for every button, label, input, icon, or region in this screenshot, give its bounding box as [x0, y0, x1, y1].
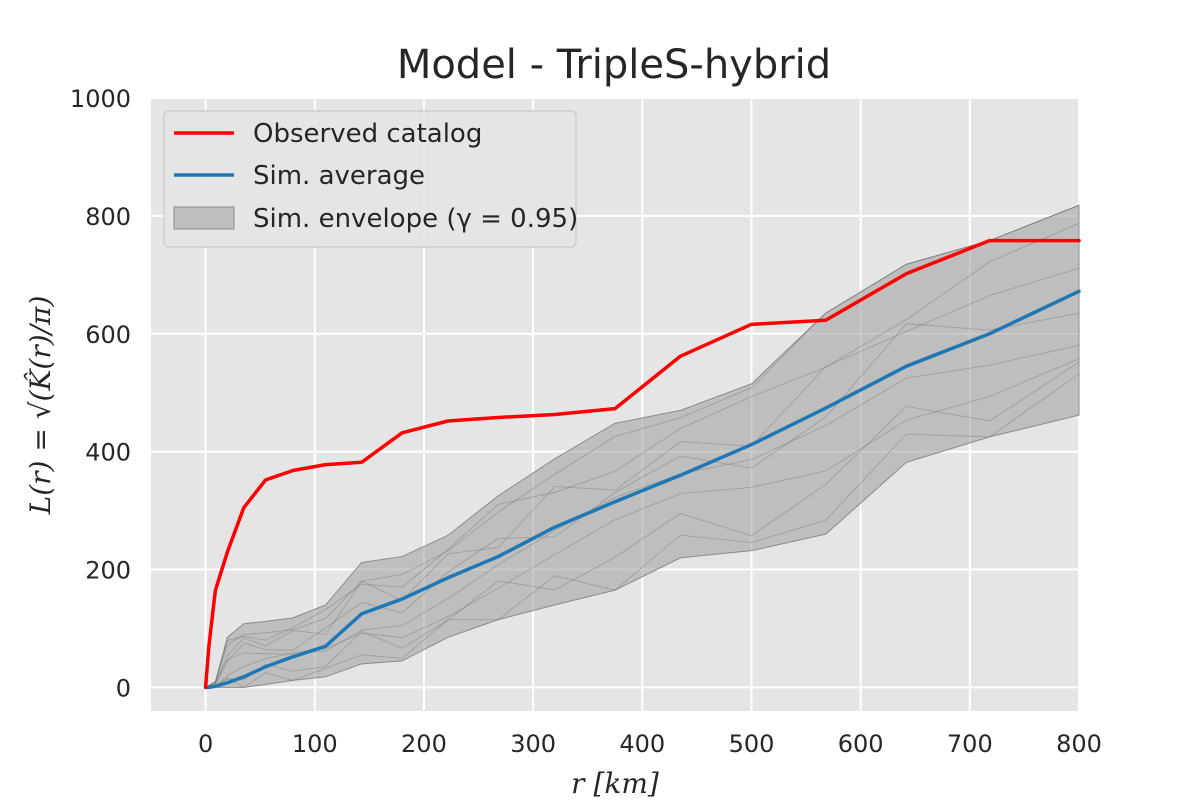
simulation-envelope — [203, 204, 1080, 688]
simulation-traces — [205, 204, 1080, 688]
y-tick-label: 1000 — [70, 85, 131, 113]
legend-box — [163, 110, 577, 248]
y-axis-label: L(r) = √(K̂(r)/π) — [24, 296, 57, 516]
x-tick-label: 500 — [729, 730, 775, 758]
y-tick-label: 400 — [85, 439, 131, 467]
legend-label-sim-average: Sim. average — [253, 161, 425, 191]
simulation-trace — [205, 373, 1080, 688]
y-tick-label: 600 — [85, 321, 131, 349]
legend-label-observed: Observed catalog — [253, 119, 482, 149]
series — [203, 238, 1081, 690]
simulation-trace — [205, 358, 1080, 688]
x-tick-label: 700 — [947, 730, 993, 758]
simulation-trace — [205, 223, 1080, 688]
x-tick-label: 200 — [401, 730, 447, 758]
x-tick-label: 800 — [1056, 730, 1102, 758]
x-tick-label: 600 — [838, 730, 884, 758]
series-line-observed-catalog — [203, 238, 1081, 690]
y-tick-label: 200 — [85, 557, 131, 585]
envelope-area — [203, 204, 1080, 688]
simulation-trace — [205, 344, 1080, 688]
y-tick-label: 800 — [85, 203, 131, 231]
y-tick-label: 0 — [116, 674, 131, 702]
x-tick-label: 0 — [198, 730, 213, 758]
series-line-sim-average — [203, 289, 1081, 690]
x-axis-label: r [km] — [571, 767, 659, 800]
x-tick-label: 400 — [619, 730, 665, 758]
x-tick-label: 100 — [292, 730, 338, 758]
simulation-trace — [205, 361, 1080, 688]
legend-label-envelope: Sim. envelope (γ = 0.95) — [253, 204, 578, 234]
legend-swatch-envelope — [173, 206, 235, 230]
simulation-trace — [205, 204, 1080, 688]
chart-title: Model - TripleS-hybrid — [397, 42, 831, 88]
x-tick-label: 300 — [510, 730, 556, 758]
simulation-trace — [205, 312, 1080, 688]
tick-labels: 0 100 200 300 400 500 600 700 800 0 200 400 600 800 10… — [70, 85, 1102, 758]
simulation-trace — [205, 267, 1080, 688]
legend: Observed catalog Sim. average Sim. envel… — [163, 110, 578, 248]
